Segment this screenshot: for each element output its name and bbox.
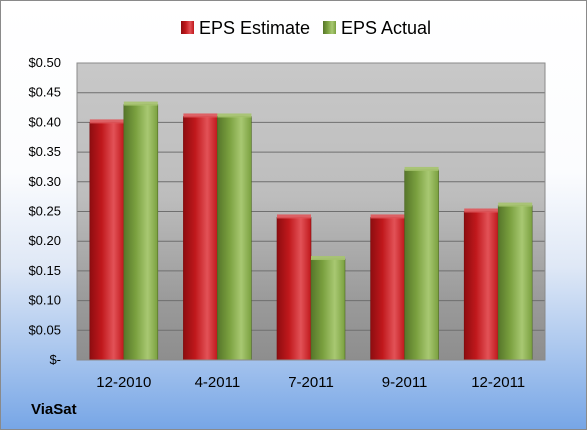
y-tick-label: $0.10 (28, 293, 61, 308)
bar-eps-actual (310, 258, 346, 361)
y-tick-label: $0.40 (28, 114, 61, 129)
y-tick-label: $0.25 (28, 204, 61, 219)
bar-cap (183, 113, 218, 118)
legend-swatch-estimate (181, 21, 194, 34)
bar-cap (498, 202, 533, 207)
legend-label-estimate: EPS Estimate (199, 18, 310, 38)
y-tick-label: $0.45 (28, 85, 61, 100)
bar-eps-estimate (370, 217, 405, 361)
bar-cap (464, 208, 499, 213)
x-category-label: 7-2011 (288, 374, 334, 391)
bar-eps-estimate (183, 116, 218, 361)
bar-eps-estimate (463, 211, 499, 361)
bar-cap (89, 119, 124, 124)
x-category-label: 4-2011 (195, 374, 241, 391)
y-tick-label: $0.50 (28, 55, 61, 70)
x-category-label: 12-2010 (96, 374, 151, 391)
y-tick-label: $0.05 (28, 322, 61, 337)
bar-cap (370, 214, 405, 219)
bar-cap (277, 214, 311, 219)
y-tick-label: $0.20 (28, 233, 61, 248)
y-tick-label: $0.15 (28, 263, 61, 278)
bar-cap (311, 256, 345, 261)
x-category-label: 12-2011 (471, 374, 525, 391)
bar-eps-actual (123, 104, 159, 361)
bar-cap (404, 166, 439, 171)
bar-eps-actual (404, 169, 439, 361)
bar-eps-estimate (89, 122, 125, 361)
bar-cap (123, 101, 158, 106)
bar-eps-actual (217, 116, 252, 361)
x-category-label: 9-2011 (382, 374, 428, 391)
y-tick-label: $0.35 (28, 144, 61, 159)
legend-label-actual: EPS Actual (341, 18, 431, 38)
plot-border (76, 62, 546, 361)
bar-cap (217, 113, 252, 118)
company-label: ViaSat (31, 401, 77, 418)
y-tick-label: $0.30 (28, 174, 61, 189)
bar-eps-actual (497, 205, 533, 361)
y-tick-label: $- (49, 352, 61, 367)
bar-eps-estimate (276, 217, 312, 361)
legend-swatch-actual (323, 21, 336, 34)
